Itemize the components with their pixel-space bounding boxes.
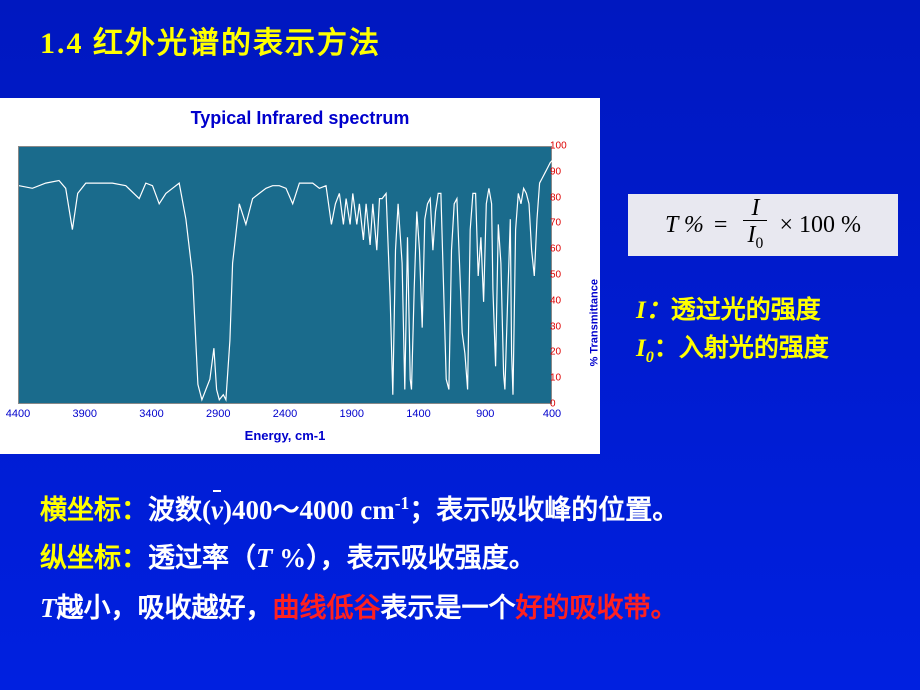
x-axis-label: Energy, cm-1: [18, 428, 552, 443]
text-absorption-note: T越小，吸收越好，曲线低谷表示是一个好的吸收带。: [40, 590, 678, 628]
formula-fraction: I I0: [743, 196, 767, 254]
formula-numerator: I: [743, 196, 767, 221]
y-axis-label: % Transmittance: [588, 279, 600, 366]
text-y-axis-description: 纵坐标：透过率（T %），表示吸收强度。: [40, 540, 536, 578]
formula-equals: =: [714, 212, 728, 239]
formula-rhs: × 100 %: [779, 212, 861, 239]
chart-title: Typical Infrared spectrum: [0, 108, 600, 129]
formula-lhs: T %: [665, 212, 704, 239]
chart-plot-area: [18, 146, 552, 404]
transmittance-formula: T % = I I0 × 100 %: [628, 194, 898, 256]
text-x-axis-description: 横坐标：波数(ν)400～4000 cm-1；表示吸收峰的位置。: [40, 490, 679, 530]
legend-I: I：透过光的强度: [636, 292, 829, 330]
formula-legend: I：透过光的强度 I0：入射光的强度: [636, 292, 829, 369]
slide-title: 1.4 红外光谱的表示方法: [40, 18, 381, 62]
formula-denominator: I0: [744, 221, 768, 254]
ir-spectrum-chart: Typical Infrared spectrum 01020304050607…: [0, 98, 600, 454]
legend-I0: I0：入射光的强度: [636, 330, 829, 369]
